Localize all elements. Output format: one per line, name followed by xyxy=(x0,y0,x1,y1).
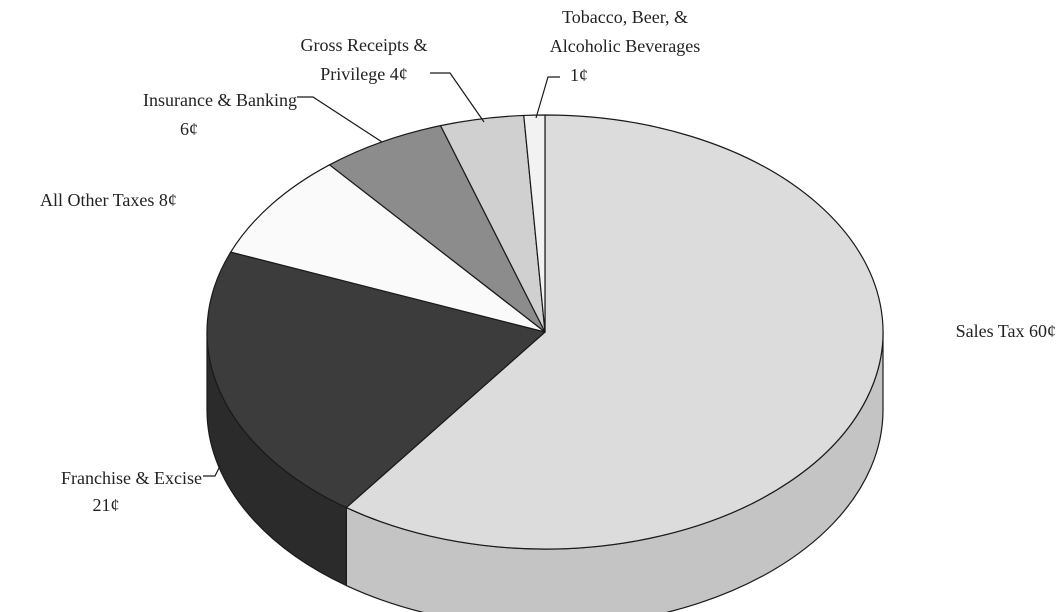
pie-slice-all-other-taxes xyxy=(230,164,546,333)
leader-line-layer xyxy=(203,72,560,477)
slice-label-sales-tax-line-1: Sales Tax 60¢ xyxy=(956,321,1056,341)
pie-slice-tobacco-beer-alcoholic-beverages xyxy=(523,114,546,333)
pie-top-layer xyxy=(206,114,884,550)
slice-label-gross-receipts-privilege-line-2: Privilege 4¢ xyxy=(320,64,408,84)
slice-label-gross-receipts-privilege-line-1: Gross Receipts & xyxy=(301,35,428,55)
slice-label-all-other-taxes-line-1: All Other Taxes 8¢ xyxy=(40,190,177,210)
leader-line-gross-receipts-privilege xyxy=(430,72,485,123)
slice-label-franchise-excise-line-2: 21¢ xyxy=(93,495,120,515)
slice-label-tobacco-beer-alcoholic-beverages-line-3: 1¢ xyxy=(570,65,588,85)
slice-label-tobacco-beer-alcoholic-beverages-line-1: Tobacco, Beer, & xyxy=(562,7,688,27)
pie-slice-insurance-banking xyxy=(328,125,546,333)
leader-line-tobacco-beer-alcoholic-beverages xyxy=(535,76,560,119)
leader-line-franchise-excise xyxy=(203,465,221,477)
slice-label-insurance-banking-line-2: 6¢ xyxy=(180,119,198,139)
slice-label-insurance-banking-line-1: Insurance & Banking xyxy=(143,90,297,110)
leader-line-insurance-banking xyxy=(297,96,383,143)
slice-label-franchise-excise-line-1: Franchise & Excise xyxy=(61,468,202,488)
pie-slice-sales-tax xyxy=(345,114,884,550)
slice-label-layer: Sales Tax 60¢ Franchise & Excise 21¢ All Ot… xyxy=(40,7,1056,515)
pie-slice-franchise-excise xyxy=(206,251,546,509)
slice-label-tobacco-beer-alcoholic-beverages-line-2: Alcoholic Beverages xyxy=(550,36,700,56)
